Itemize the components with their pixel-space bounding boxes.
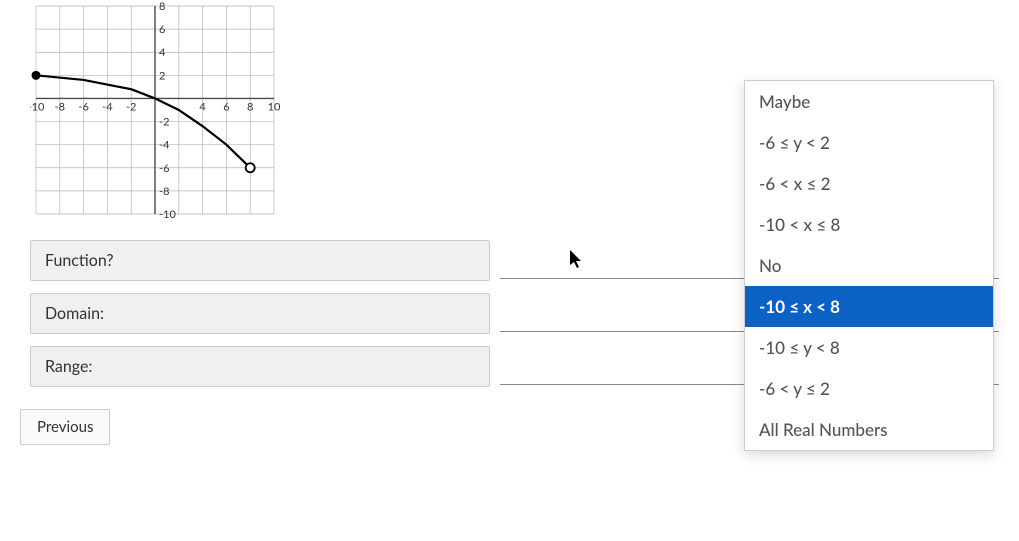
svg-text:10: 10: [268, 100, 280, 113]
svg-text:-4: -4: [159, 139, 170, 152]
function-label-box[interactable]: Function?: [30, 240, 490, 281]
svg-text:4: 4: [159, 46, 166, 59]
dropdown-option[interactable]: -6 < y ≤ 2: [745, 368, 993, 409]
svg-text:-8: -8: [159, 185, 169, 198]
mouse-cursor-icon: [570, 250, 586, 274]
svg-text:-4: -4: [102, 100, 113, 113]
answer-dropdown[interactable]: Maybe-6 ≤ y < 2-6 < x ≤ 2-10 < x ≤ 8No-1…: [744, 80, 994, 451]
function-graph: -10 -8 -6 -4 -2 4 6 8 10 8 6 4 2 -2 -4 -6 -8 -10: [30, 0, 280, 220]
dropdown-option[interactable]: Maybe: [745, 81, 993, 122]
svg-text:-6: -6: [78, 100, 88, 113]
dropdown-option[interactable]: -6 ≤ y < 2: [745, 122, 993, 163]
dropdown-option[interactable]: -10 ≤ x < 8: [745, 286, 993, 327]
dropdown-option[interactable]: -10 < x ≤ 8: [745, 204, 993, 245]
domain-label-box[interactable]: Domain:: [30, 293, 490, 334]
dropdown-option[interactable]: No: [745, 245, 993, 286]
dropdown-option[interactable]: -6 < x ≤ 2: [745, 163, 993, 204]
svg-text:-2: -2: [126, 100, 136, 113]
svg-text:6: 6: [223, 100, 229, 113]
dropdown-option[interactable]: -10 ≤ y < 8: [745, 327, 993, 368]
svg-text:-10: -10: [159, 208, 176, 220]
previous-button[interactable]: Previous: [20, 409, 110, 445]
svg-text:8: 8: [159, 0, 165, 13]
svg-text:-10: -10: [30, 100, 45, 113]
svg-text:6: 6: [159, 23, 165, 36]
svg-text:-6: -6: [159, 162, 169, 175]
svg-text:4: 4: [199, 100, 206, 113]
svg-text:-2: -2: [159, 116, 169, 129]
range-label-box[interactable]: Range:: [30, 346, 490, 387]
svg-text:2: 2: [159, 69, 165, 82]
dropdown-option[interactable]: All Real Numbers: [745, 409, 993, 450]
svg-text:-8: -8: [55, 100, 65, 113]
svg-text:8: 8: [247, 100, 253, 113]
